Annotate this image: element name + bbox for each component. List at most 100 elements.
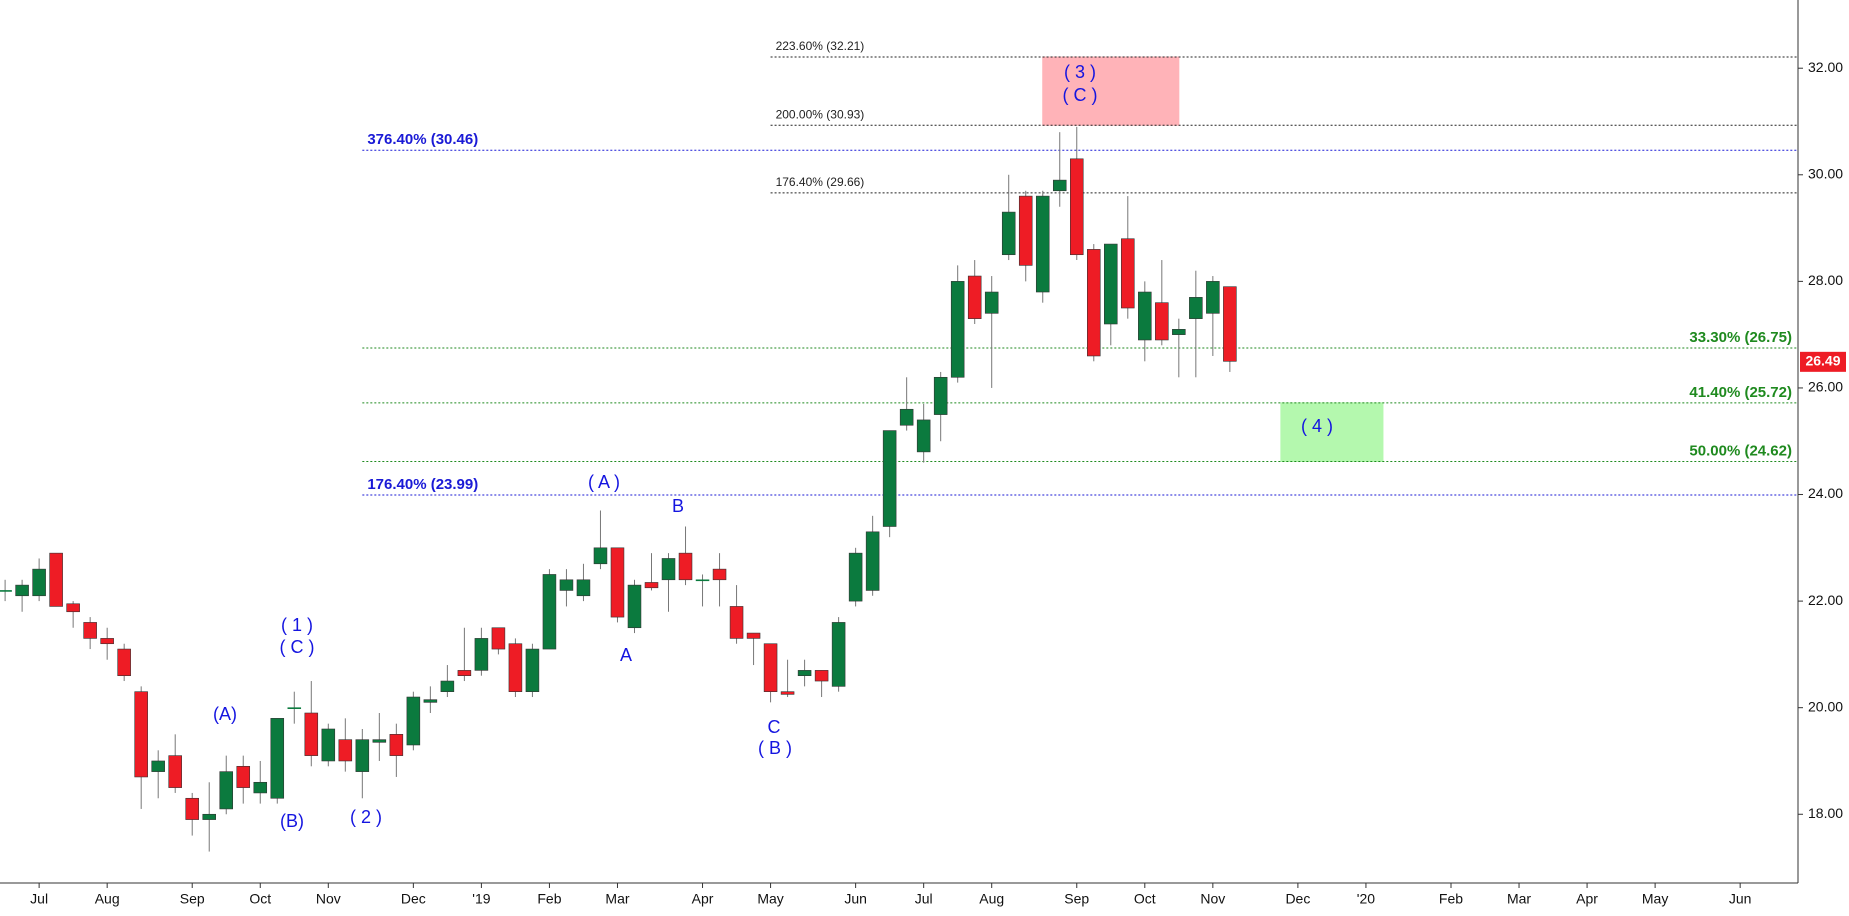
candle-body [797, 670, 812, 677]
candle-body [593, 547, 608, 565]
x-tick-label: Jun [844, 891, 867, 907]
candle-body [712, 568, 727, 581]
x-tick-label: Dec [1285, 891, 1310, 907]
x-tick-label: Jun [1729, 891, 1752, 907]
candle-body [865, 531, 880, 591]
y-tick-label: 28.00 [1808, 272, 1843, 288]
x-tick-label: '20 [1357, 891, 1375, 907]
candle-body [899, 408, 914, 426]
candle-body [627, 584, 642, 629]
wave-label: ( C ) [1063, 85, 1098, 105]
candle-body [882, 430, 897, 527]
candle-body [1104, 243, 1118, 325]
candle-body [1223, 286, 1237, 362]
candle-body [168, 755, 182, 788]
candle-body [746, 632, 761, 639]
fib-label: 33.30% (26.75) [1689, 329, 1792, 346]
x-tick-label: Aug [979, 891, 1004, 907]
x-tick-label: May [757, 891, 783, 907]
candle-body [66, 603, 80, 613]
fib-label: 176.40% (23.99) [367, 476, 478, 493]
candle-body [729, 606, 744, 639]
candle-body [1052, 179, 1067, 192]
x-tick-label: '19 [472, 891, 490, 907]
target-zone [1280, 402, 1384, 462]
candle-body [1018, 195, 1033, 266]
candle-body [423, 699, 438, 703]
wave-label: C [768, 717, 781, 737]
x-tick-label: Feb [537, 891, 561, 907]
candle-body [1001, 211, 1016, 256]
y-tick-label: 22.00 [1808, 592, 1843, 608]
x-tick-label: Nov [1200, 891, 1225, 907]
x-tick-label: Sep [180, 891, 205, 907]
y-tick-label: 24.00 [1808, 485, 1843, 501]
fib-label: 223.60% (32.21) [776, 39, 865, 53]
fib-label: 176.40% (29.66) [776, 175, 865, 189]
y-tick-label: 26.00 [1808, 379, 1843, 395]
last-price-label: 26.49 [1805, 353, 1840, 369]
candle-body [32, 568, 46, 597]
wave-label: ( 4 ) [1301, 416, 1333, 436]
candle-body [525, 648, 540, 692]
candle-body [0, 590, 12, 592]
candle-body [338, 739, 353, 762]
candle-body [270, 718, 285, 799]
candle-body [542, 574, 557, 650]
candle-body [406, 696, 421, 746]
candle-body [134, 691, 148, 778]
candle-body [576, 579, 591, 597]
candle-body [355, 739, 370, 772]
candle-body [440, 680, 455, 692]
x-tick-label: Mar [605, 891, 629, 907]
x-tick-label: May [1642, 891, 1668, 907]
x-tick-label: Nov [316, 891, 341, 907]
candle-body [831, 622, 846, 687]
y-tick-label: 30.00 [1808, 165, 1843, 181]
candle-body [372, 739, 387, 743]
candle-body [644, 582, 659, 589]
wave-label: ( C ) [280, 637, 315, 657]
candle-body [1138, 291, 1152, 341]
candle-body [474, 638, 489, 671]
candle-body [1155, 302, 1169, 341]
candle-body [1121, 238, 1135, 309]
candle-body [1035, 195, 1050, 293]
candle-body [117, 648, 131, 677]
candle-body [185, 797, 199, 820]
x-tick-label: Dec [401, 891, 426, 907]
x-tick-label: Aug [95, 891, 120, 907]
candle-body [1087, 249, 1101, 357]
candle-body [508, 643, 523, 692]
candle-body [457, 670, 472, 677]
x-tick-label: Jul [30, 891, 48, 907]
candle-body [763, 643, 778, 692]
candle-body [219, 771, 234, 810]
candle-body [610, 547, 625, 618]
candle-body [389, 734, 404, 756]
x-tick-label: Feb [1439, 891, 1463, 907]
x-tick-label: Apr [692, 891, 714, 907]
wave-label: ( A ) [588, 472, 620, 492]
candle-body [780, 691, 795, 695]
candle-body [83, 622, 97, 639]
fib-label: 200.00% (30.93) [776, 107, 865, 121]
candle-body [1206, 281, 1220, 314]
candle-body [967, 275, 982, 319]
candle-body [1172, 329, 1186, 335]
candle-body [950, 281, 965, 378]
candle-body [202, 813, 216, 820]
x-tick-label: Sep [1064, 891, 1089, 907]
candle-body [100, 638, 114, 645]
candle-body [695, 579, 710, 582]
y-tick-label: 20.00 [1808, 698, 1843, 714]
candle-body [253, 781, 268, 794]
wave-label: ( 2 ) [350, 807, 382, 827]
fib-label: 50.00% (24.62) [1689, 442, 1792, 459]
candle-body [491, 627, 506, 650]
x-tick-label: Oct [249, 891, 271, 907]
candle-body [678, 552, 693, 581]
candle-body [814, 670, 829, 682]
fib-label: 41.40% (25.72) [1689, 384, 1792, 401]
candle-body [916, 419, 931, 453]
